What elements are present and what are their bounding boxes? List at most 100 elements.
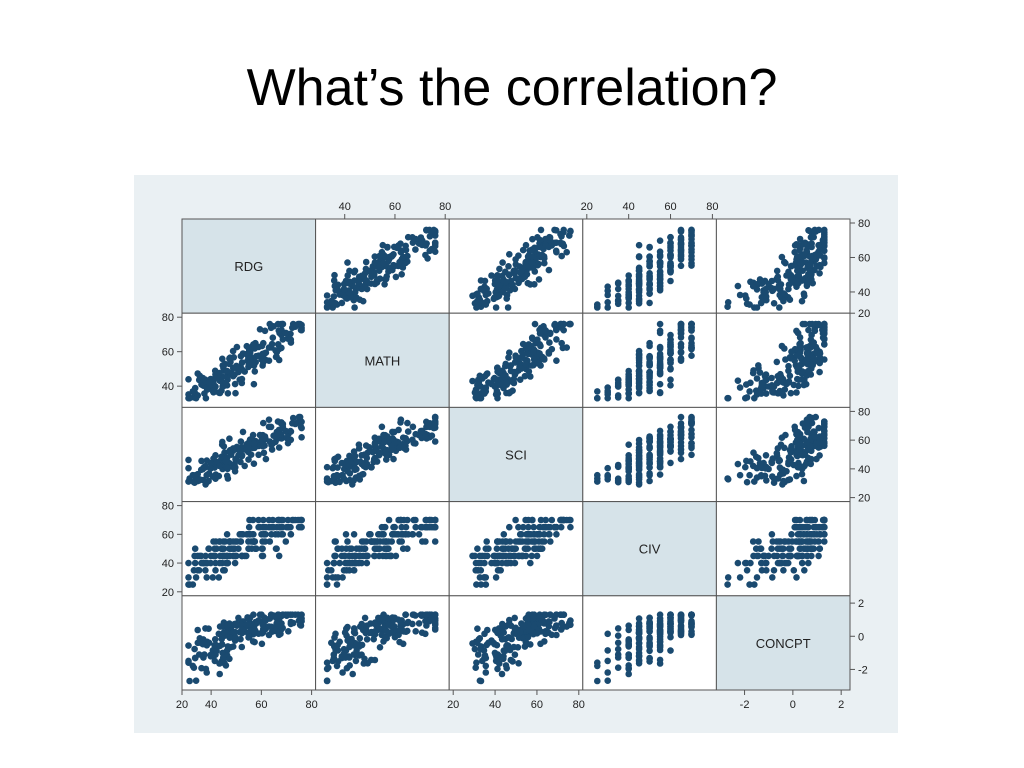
data-point — [185, 574, 192, 581]
data-point — [476, 677, 484, 684]
data-point — [521, 545, 529, 552]
data-point — [331, 552, 338, 560]
data-point — [423, 516, 430, 524]
data-point — [614, 381, 622, 389]
data-point — [677, 340, 685, 348]
data-point — [810, 428, 817, 435]
data-point — [667, 459, 674, 467]
data-point — [356, 476, 364, 483]
data-point — [567, 523, 574, 531]
data-point — [258, 552, 266, 560]
data-point — [431, 420, 439, 428]
data-point — [492, 304, 500, 311]
data-point — [677, 431, 685, 438]
data-point — [336, 478, 344, 486]
data-point — [522, 361, 529, 368]
data-point — [522, 345, 530, 352]
tick-label: 40 — [858, 287, 870, 299]
data-point — [530, 614, 537, 622]
data-point — [774, 273, 782, 281]
data-point — [351, 304, 358, 311]
data-point — [363, 454, 371, 462]
data-point — [238, 552, 246, 560]
data-point — [646, 342, 653, 350]
data-point — [381, 545, 388, 552]
data-point — [793, 352, 801, 359]
data-point — [341, 552, 349, 560]
data-point — [494, 364, 501, 372]
data-point — [222, 458, 230, 465]
data-point — [370, 552, 378, 560]
data-point — [758, 299, 765, 307]
data-point — [803, 240, 810, 247]
data-point — [656, 253, 664, 260]
data-point — [667, 252, 674, 259]
data-point — [255, 451, 262, 459]
data-point — [515, 552, 523, 560]
data-point — [202, 552, 209, 560]
data-point — [275, 444, 283, 451]
data-point — [677, 327, 685, 335]
data-point — [525, 368, 533, 375]
data-point — [805, 454, 812, 462]
data-point — [232, 364, 239, 372]
data-point — [769, 387, 776, 395]
data-point — [796, 235, 804, 243]
data-point — [382, 275, 389, 283]
data-point — [250, 628, 258, 635]
data-point — [216, 670, 223, 678]
data-point — [614, 632, 622, 639]
data-point — [614, 664, 622, 671]
data-point — [385, 516, 393, 524]
data-point — [284, 439, 292, 447]
data-point — [191, 552, 198, 560]
data-point — [747, 379, 754, 387]
data-point — [778, 253, 786, 261]
data-point — [770, 479, 778, 487]
data-point — [505, 634, 513, 641]
data-point — [215, 574, 223, 581]
data-point — [194, 567, 202, 574]
data-point — [656, 464, 664, 471]
data-point — [795, 538, 803, 545]
data-point — [412, 523, 420, 531]
data-point — [781, 386, 789, 393]
data-point — [232, 634, 239, 641]
data-point — [358, 452, 365, 459]
data-point — [289, 324, 296, 332]
data-point — [383, 456, 390, 463]
data-point — [269, 440, 277, 447]
data-point — [497, 567, 505, 574]
data-point — [323, 559, 331, 567]
data-point — [779, 552, 786, 560]
data-point — [383, 451, 390, 459]
data-point — [774, 445, 782, 452]
data-point — [334, 464, 341, 471]
data-point — [355, 445, 363, 452]
data-point — [560, 611, 567, 618]
data-point — [481, 552, 489, 560]
data-point — [567, 320, 574, 328]
data-point — [762, 288, 769, 296]
data-point — [803, 516, 810, 524]
data-point — [485, 545, 492, 552]
data-point — [506, 349, 513, 357]
data-point — [541, 638, 548, 645]
data-point — [250, 362, 258, 369]
data-point — [821, 237, 828, 244]
data-point — [677, 455, 685, 463]
data-point — [656, 356, 664, 363]
data-point — [667, 614, 674, 621]
data-point — [219, 545, 226, 552]
data-point — [249, 431, 257, 439]
data-point — [635, 277, 643, 285]
data-point — [787, 455, 795, 463]
data-point — [419, 237, 426, 244]
data-point — [298, 611, 305, 618]
data-point — [524, 350, 532, 358]
data-point — [780, 392, 787, 399]
data-point — [815, 321, 823, 329]
data-point — [656, 237, 664, 244]
data-point — [249, 638, 257, 645]
data-point — [346, 654, 353, 661]
